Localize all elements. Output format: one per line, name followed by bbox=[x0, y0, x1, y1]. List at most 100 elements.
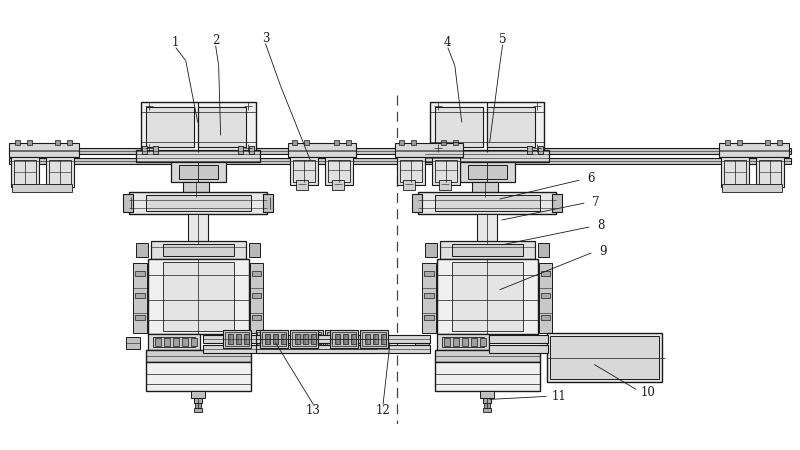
Bar bbox=[415, 337, 429, 349]
Text: 2: 2 bbox=[212, 34, 219, 47]
Bar bbox=[400, 160, 422, 182]
Bar bbox=[249, 243, 261, 257]
Bar bbox=[133, 263, 147, 333]
Bar bbox=[163, 244, 234, 256]
Bar bbox=[251, 293, 262, 298]
Bar bbox=[462, 338, 468, 346]
Bar bbox=[440, 241, 534, 259]
Bar bbox=[10, 148, 790, 154]
Bar bbox=[288, 143, 356, 157]
Bar bbox=[304, 140, 310, 145]
Bar bbox=[10, 143, 79, 157]
Bar bbox=[142, 146, 147, 154]
Bar bbox=[437, 333, 489, 350]
Bar bbox=[477, 214, 497, 244]
Bar bbox=[190, 392, 205, 398]
Bar bbox=[146, 195, 250, 211]
Text: 11: 11 bbox=[551, 390, 566, 403]
Bar bbox=[724, 160, 746, 184]
Bar bbox=[136, 150, 261, 162]
Bar bbox=[424, 271, 434, 276]
Text: 7: 7 bbox=[592, 196, 600, 209]
Bar bbox=[153, 337, 194, 347]
Bar bbox=[725, 140, 730, 145]
Bar bbox=[435, 195, 539, 211]
Bar bbox=[228, 333, 233, 344]
Bar bbox=[351, 333, 356, 344]
Bar bbox=[225, 332, 249, 346]
Bar bbox=[439, 180, 451, 190]
Bar bbox=[338, 333, 343, 344]
Bar bbox=[397, 157, 425, 185]
Bar bbox=[460, 162, 514, 182]
Bar bbox=[737, 140, 742, 145]
Bar bbox=[422, 263, 436, 333]
Bar bbox=[255, 345, 430, 352]
Bar bbox=[541, 315, 550, 319]
Bar bbox=[435, 160, 457, 182]
Bar bbox=[541, 271, 550, 276]
Text: 12: 12 bbox=[376, 404, 390, 417]
Bar bbox=[346, 333, 351, 344]
Bar bbox=[482, 408, 490, 412]
Bar bbox=[266, 333, 270, 344]
Bar bbox=[263, 194, 274, 212]
Bar bbox=[442, 146, 447, 154]
Bar bbox=[194, 408, 202, 412]
Bar bbox=[311, 333, 316, 344]
Bar bbox=[489, 335, 549, 342]
Bar bbox=[178, 165, 218, 179]
Bar bbox=[453, 140, 458, 145]
Bar bbox=[170, 162, 226, 182]
Bar bbox=[432, 157, 460, 185]
Bar bbox=[148, 259, 249, 333]
Bar bbox=[441, 140, 446, 145]
Bar bbox=[452, 262, 522, 331]
Bar bbox=[722, 184, 782, 192]
Bar bbox=[258, 332, 282, 346]
Bar bbox=[403, 180, 415, 190]
Bar bbox=[292, 140, 298, 145]
Bar bbox=[261, 330, 288, 347]
Bar bbox=[327, 332, 351, 346]
Bar bbox=[222, 330, 250, 347]
Bar bbox=[486, 108, 534, 147]
Bar bbox=[300, 333, 306, 344]
Bar bbox=[541, 293, 550, 298]
Bar bbox=[538, 263, 553, 333]
Bar bbox=[295, 333, 300, 344]
Bar bbox=[756, 157, 784, 187]
Bar bbox=[255, 330, 283, 347]
Bar bbox=[151, 241, 246, 259]
Bar bbox=[55, 140, 60, 145]
Bar bbox=[126, 337, 140, 349]
Bar bbox=[282, 333, 286, 344]
Bar bbox=[437, 259, 538, 333]
Bar bbox=[538, 243, 550, 257]
Bar bbox=[296, 180, 308, 190]
Bar bbox=[202, 345, 377, 352]
Bar bbox=[12, 184, 72, 192]
Bar bbox=[10, 158, 790, 164]
Bar bbox=[480, 392, 494, 398]
Bar bbox=[758, 160, 781, 184]
Bar bbox=[190, 338, 197, 346]
Bar bbox=[250, 263, 263, 333]
Bar bbox=[326, 330, 353, 347]
Bar bbox=[164, 338, 170, 346]
Bar bbox=[198, 108, 246, 147]
Text: 6: 6 bbox=[587, 171, 595, 184]
Bar bbox=[430, 103, 545, 152]
Bar bbox=[395, 143, 462, 157]
Bar bbox=[425, 150, 550, 162]
Bar bbox=[243, 333, 249, 344]
Bar bbox=[155, 338, 161, 346]
Text: 4: 4 bbox=[444, 36, 451, 49]
Text: 5: 5 bbox=[499, 33, 506, 46]
Bar bbox=[418, 192, 557, 214]
Bar bbox=[412, 194, 422, 212]
Bar bbox=[67, 140, 72, 145]
Bar bbox=[346, 140, 351, 145]
Bar bbox=[719, 143, 789, 157]
Bar bbox=[399, 140, 404, 145]
